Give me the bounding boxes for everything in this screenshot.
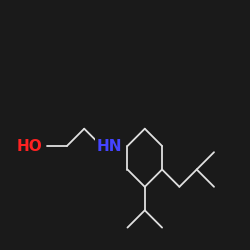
Text: HO: HO [17,138,43,154]
Text: HN: HN [96,138,122,154]
